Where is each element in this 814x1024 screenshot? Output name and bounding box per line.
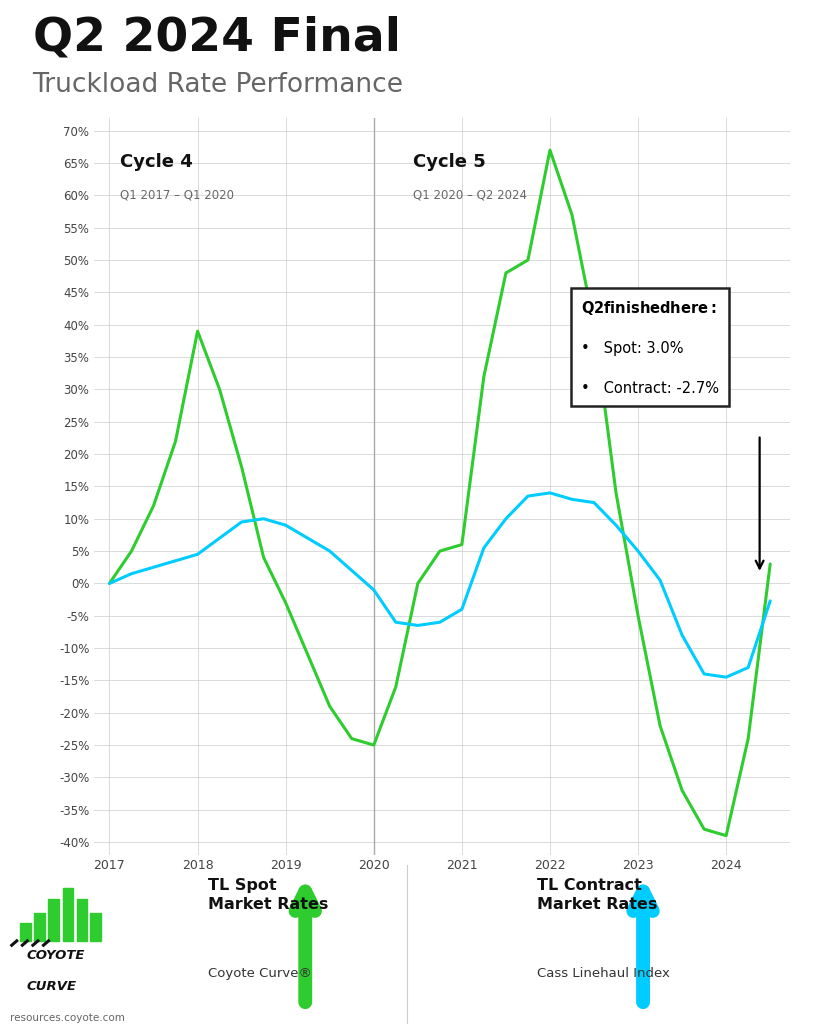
Text: Q1 2017 – Q1 2020: Q1 2017 – Q1 2020 (120, 188, 234, 202)
Text: Cycle 5: Cycle 5 (414, 154, 486, 171)
Text: Truckload Rate Performance: Truckload Rate Performance (33, 72, 404, 97)
Text: Cass Linehaul Index: Cass Linehaul Index (537, 967, 670, 980)
Text: Cycle 4: Cycle 4 (120, 154, 193, 171)
Bar (77, 899, 87, 941)
Bar (20, 924, 31, 941)
Text: Q2 2024 Final: Q2 2024 Final (33, 15, 400, 60)
Text: TL Spot
Market Rates: TL Spot Market Rates (208, 878, 328, 911)
Bar (34, 912, 45, 941)
Text: resources.coyote.com: resources.coyote.com (10, 1013, 125, 1023)
Bar (48, 899, 59, 941)
Text: TL Contract
Market Rates: TL Contract Market Rates (537, 878, 658, 911)
Text: CURVE: CURVE (26, 980, 76, 992)
Text: COYOTE: COYOTE (26, 949, 85, 963)
Bar (90, 912, 101, 941)
Text: Q1 2020 – Q2 2024: Q1 2020 – Q2 2024 (414, 188, 527, 202)
Text: $\bf{Q2 finished here:}$

•   Spot: 3.0%

•   Contract: -2.7%: $\bf{Q2 finished here:}$ • Spot: 3.0% • … (580, 299, 719, 396)
Text: Coyote Curve®: Coyote Curve® (208, 967, 312, 980)
Bar (63, 889, 73, 941)
